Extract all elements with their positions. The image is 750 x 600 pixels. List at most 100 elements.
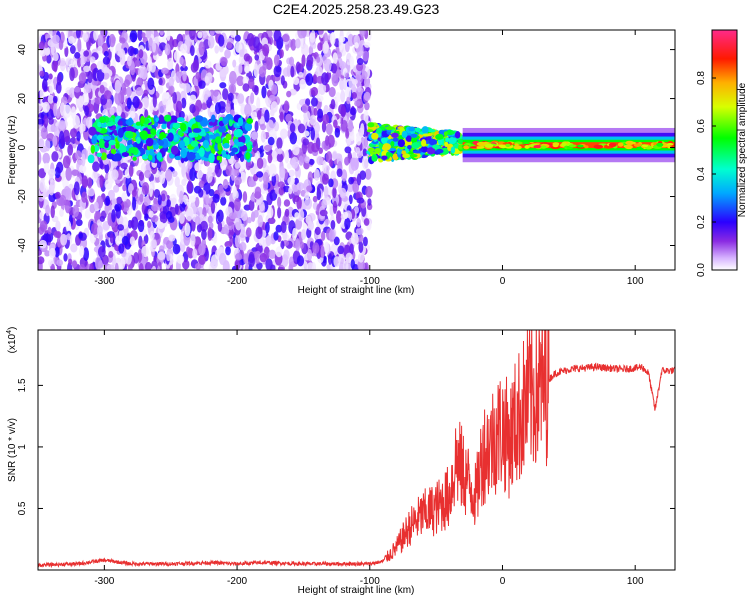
spectrogram-cell: [179, 56, 184, 65]
spectrogram-cell: [225, 133, 232, 141]
spectrogram-cell: [55, 231, 62, 239]
spectrogram-cell: [301, 43, 309, 57]
spectrogram-cell: [147, 220, 152, 229]
spectrogram-cell: [361, 70, 368, 80]
spectrogram-cell: [225, 246, 231, 256]
spectrogram-cell: [145, 137, 154, 147]
spectrogram-cell: [328, 178, 334, 188]
spectrogram-cell: [336, 210, 342, 224]
spectrogram-cell: [47, 226, 52, 235]
spectrogram-cell: [321, 198, 327, 209]
spectrogram-cell: [317, 147, 323, 154]
spectrogram-cell: [279, 49, 284, 59]
spectrogram-cell: [340, 106, 346, 118]
spectrogram-cell: [310, 127, 316, 141]
spectrogram-cell: [161, 92, 168, 106]
spectrogram-cell: [322, 113, 330, 125]
spectrogram-cell: [210, 259, 218, 269]
spectrogram-cell: [195, 71, 201, 80]
spectrogram-cell: [70, 243, 78, 253]
spectrogram-cell: [50, 124, 56, 133]
spectrogram-cell: [298, 71, 304, 78]
spectrogram-cell: [306, 185, 313, 192]
spectrogram-cell: [83, 65, 91, 73]
spectrogram-cell: [121, 192, 128, 202]
spectrogram-cell: [38, 256, 45, 265]
spectrogram-cell: [213, 89, 219, 97]
spectrogram-cell: [290, 65, 295, 78]
spectrogram-cell: [216, 209, 224, 223]
spectrogram-cell: [38, 41, 45, 51]
spectrogram-cell: [358, 234, 364, 243]
spectrogram-cell: [114, 262, 119, 270]
spectrogram-cell: [268, 129, 277, 139]
spectrogram-cell: [48, 243, 56, 250]
spectrogram-cell: [371, 132, 379, 140]
spectrogram-cell: [357, 259, 366, 270]
spectrogram-cell: [114, 91, 122, 105]
spectrogram-cell: [99, 174, 104, 189]
spectrogram-cell: [69, 45, 76, 54]
spectrogram-cell: [64, 200, 71, 214]
spectrogram-cell: [317, 30, 324, 35]
spectrogram-cell: [448, 137, 457, 145]
spectrogram-cell: [363, 91, 371, 101]
spectrogram-cell: [46, 54, 52, 64]
spectrogram-cell: [145, 30, 152, 39]
spectrogram-cell: [104, 141, 109, 149]
spectrogram-cell: [51, 34, 60, 44]
spectrogram-cell: [203, 93, 209, 101]
spectrogram-cell: [286, 64, 291, 78]
spectrogram-cell: [605, 145, 610, 149]
snr-multiplier-exponent: 4: [6, 330, 13, 334]
spectrogram-cell: [294, 212, 300, 220]
spectrogram-cell: [180, 43, 188, 54]
spectrogram-cell: [342, 211, 349, 220]
spectrogram-cell: [396, 147, 403, 155]
spectrogram-cell: [333, 256, 341, 267]
spectrogram-cell: [328, 86, 336, 98]
spectrogram-cell: [169, 193, 177, 208]
spectrogram-cell: [365, 186, 373, 198]
spectrogram-cell: [624, 144, 633, 150]
spectrogram-cell: [454, 131, 461, 139]
spectrogram-cell: [289, 132, 298, 145]
spectrogram-cell: [253, 85, 259, 96]
spectrogram-cell: [234, 176, 242, 185]
spectrogram-cell: [74, 52, 81, 59]
spectrogram-cell: [99, 84, 105, 94]
spectrogram-cell: [339, 60, 346, 70]
spectrogram-cell: [119, 37, 126, 44]
spectrogram-cell: [356, 62, 364, 72]
spectrogram-cell: [252, 140, 259, 154]
spectrogram-cell: [354, 100, 361, 107]
spectrogram-cell: [139, 193, 144, 203]
spectrogram-cell: [522, 141, 530, 145]
spectrogram-cell: [75, 150, 82, 161]
spectrogram-cell: [95, 127, 102, 132]
spectrogram-cell: [174, 176, 180, 188]
spectrogram-cell: [238, 63, 243, 75]
spectrogram-cell: [132, 96, 140, 109]
spectrogram-cell: [335, 92, 341, 103]
spectrogram-cell: [197, 31, 203, 39]
spectrogram-cell: [336, 51, 342, 59]
spectrogram-cell: [144, 169, 152, 179]
spectrogram-cell: [230, 168, 236, 181]
spectrogram-cell: [358, 241, 364, 253]
spectrogram-cell: [267, 206, 274, 219]
spectrogram-cell: [77, 56, 82, 68]
spectrogram-cell: [381, 136, 389, 145]
colorbar: 0.0 0.2 0.4 0.6 0.8 Normalized spectral ampl…: [696, 29, 748, 277]
spectrogram-cell: [351, 92, 357, 99]
spectrogram-cell: [476, 146, 485, 149]
spectrogram-cell: [422, 133, 431, 137]
spectrogram-cell: [267, 136, 275, 146]
spectrogram-cell: [180, 65, 188, 72]
spectrogram-cell: [39, 211, 44, 220]
spectrogram-cell: [172, 243, 181, 255]
spectrogram-cell: [356, 57, 364, 66]
spectrogram-cell: [363, 218, 370, 226]
spectrogram-cell: [141, 182, 150, 195]
spectrogram-cell: [401, 150, 406, 155]
